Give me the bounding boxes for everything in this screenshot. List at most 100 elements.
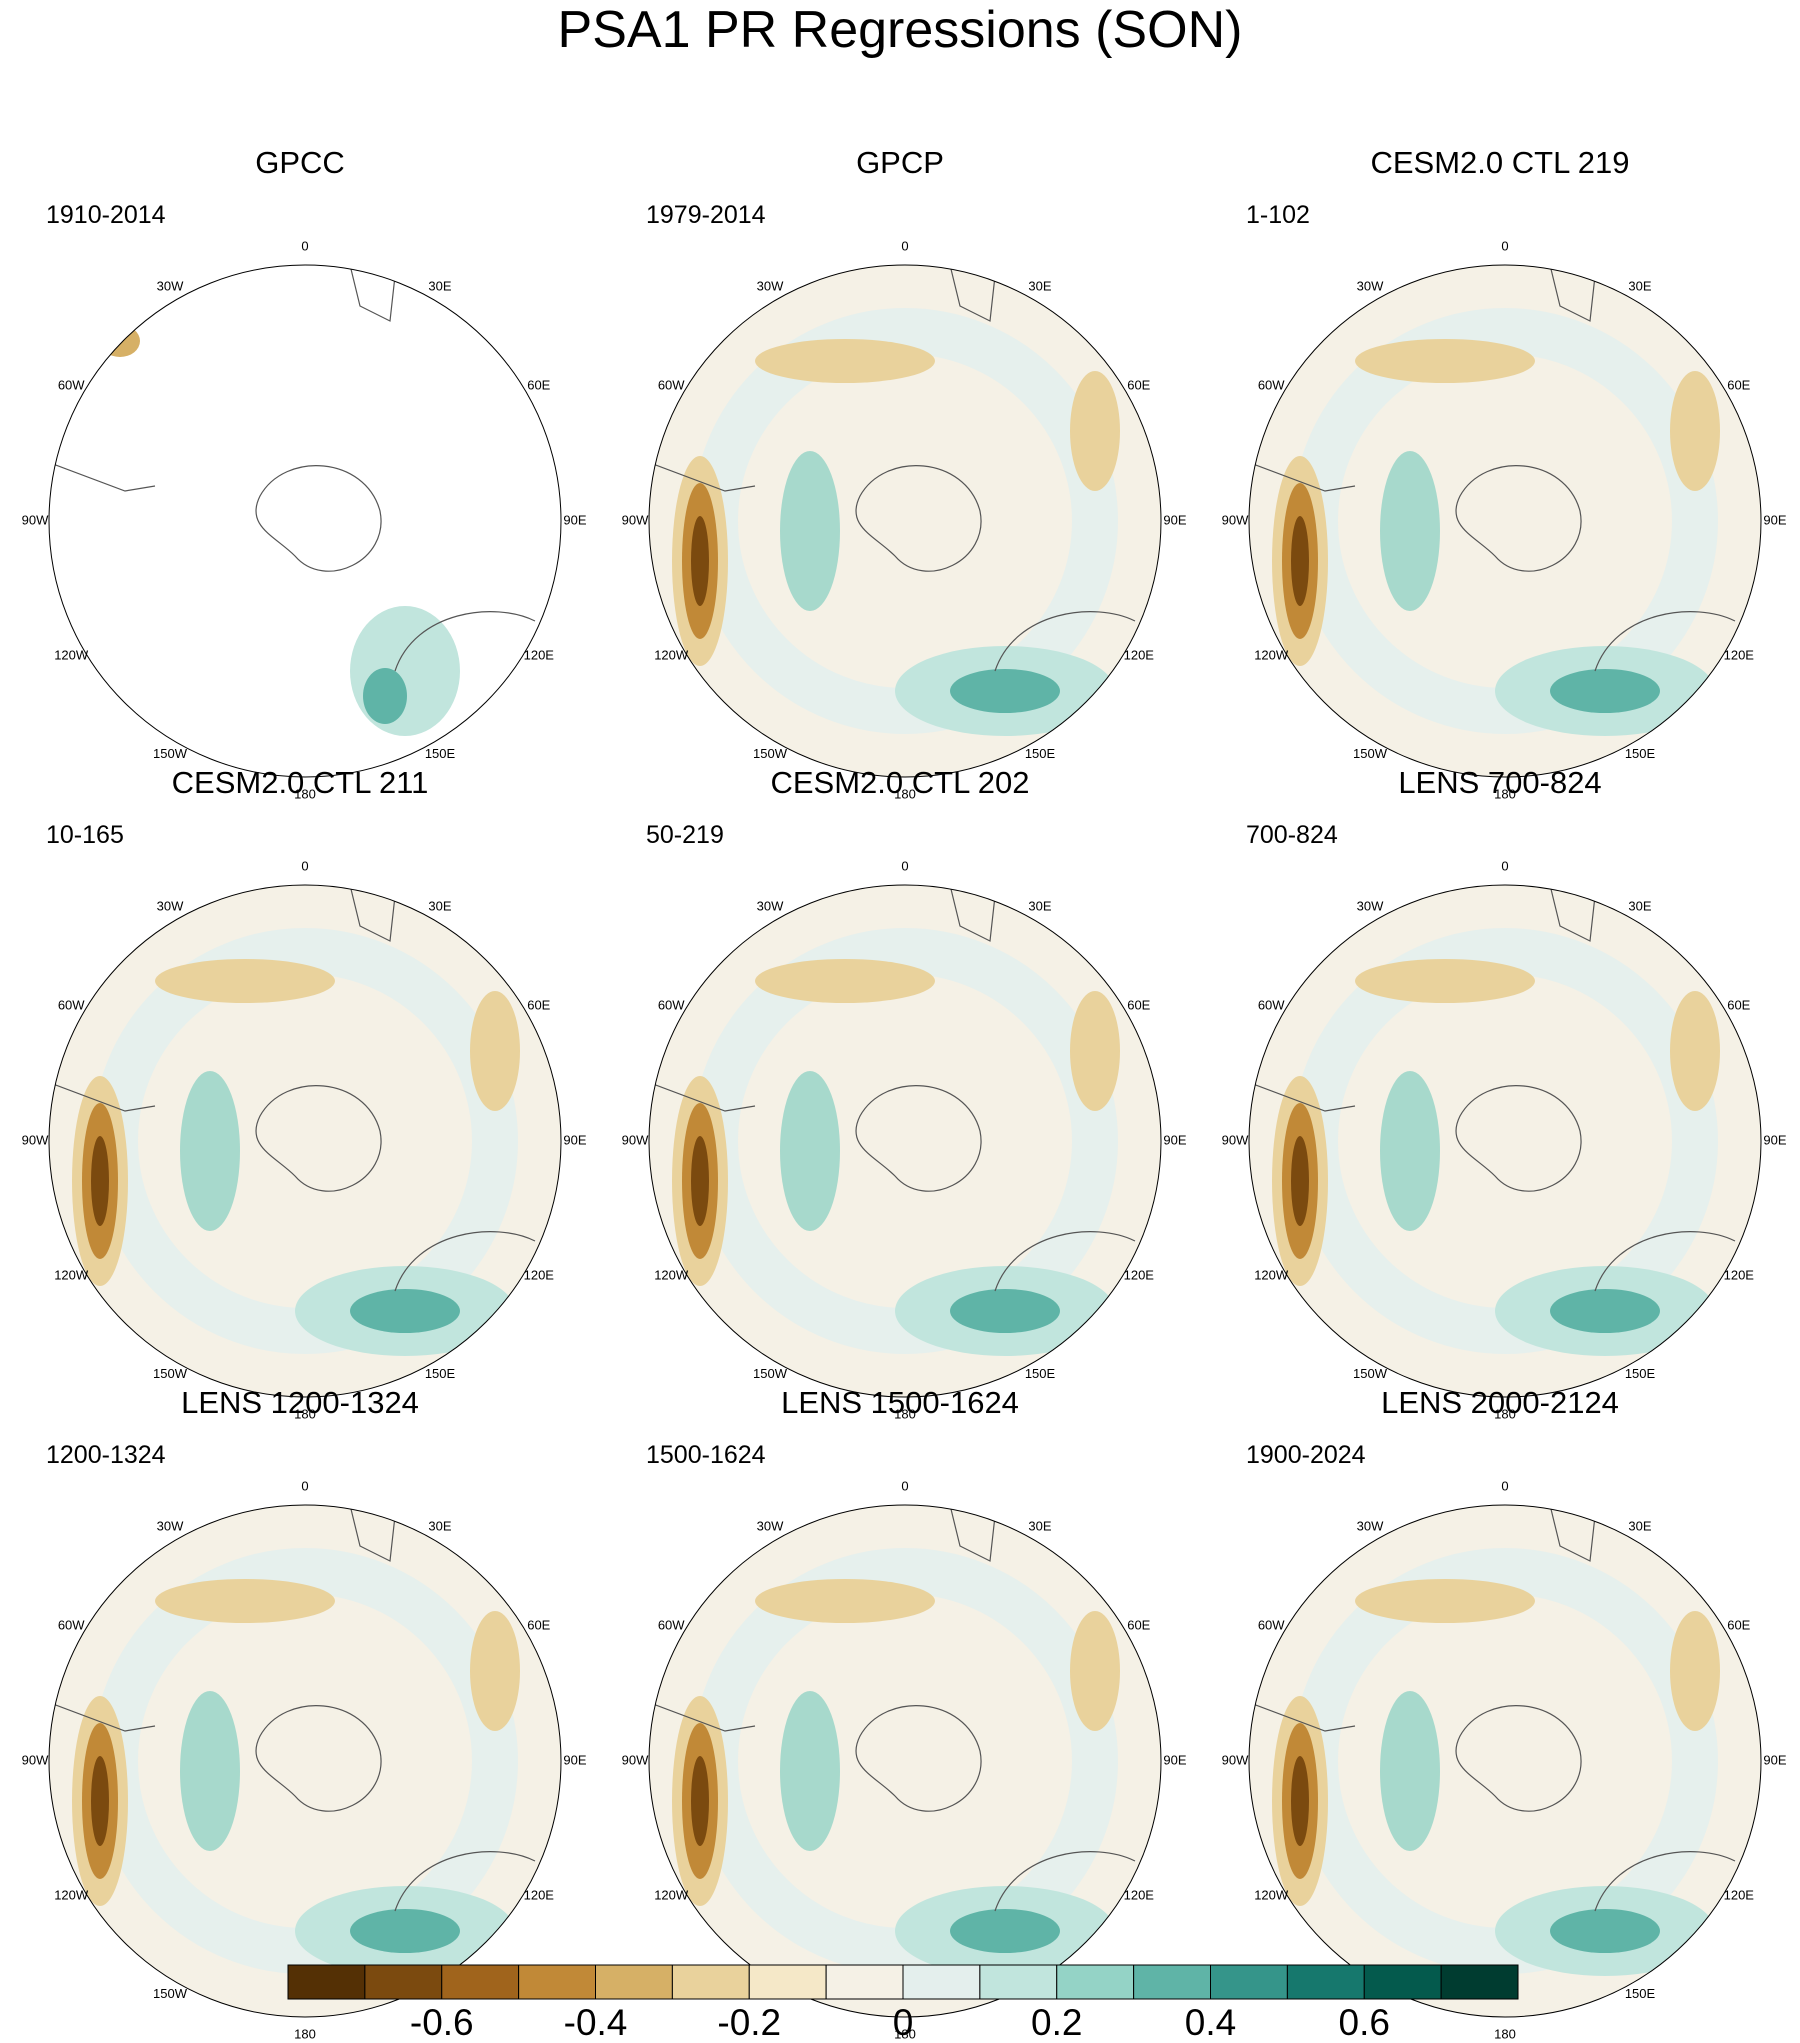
- panel-period: 1979-2014: [646, 201, 766, 229]
- longitude-label: 60W: [58, 377, 85, 392]
- colorbar-swatch: [364, 1964, 443, 2000]
- longitude-label: 180: [294, 2026, 316, 2041]
- map-panel: 0 30E 60E 90E 120E 150E 180 150W 120W 90W 60W 30W LE…: [0, 1295, 600, 2041]
- longitude-label: 30E: [1628, 899, 1651, 914]
- longitude-label: 30E: [1628, 1519, 1651, 1534]
- longitude-label: 30E: [1028, 899, 1051, 914]
- longitude-label: 180: [294, 786, 316, 801]
- longitude-label: 0: [901, 238, 908, 253]
- longitude-label: 120W: [1254, 1267, 1289, 1282]
- longitude-label: 180: [894, 2026, 916, 2041]
- panel-period: 1910-2014: [46, 201, 166, 229]
- colorbar-swatch: [287, 1964, 366, 2000]
- longitude-label: 120E: [1724, 1267, 1755, 1282]
- map-panel: 0 30E 60E 90E 120E 150E 180 150W 120W 90W 60W 30W LE…: [1200, 675, 1800, 1421]
- longitude-label: 30W: [757, 899, 784, 914]
- longitude-label: 90W: [622, 1752, 649, 1767]
- map-panel: 0 30E 60E 90E 120E 150E 180 150W 120W 90W 60W 30W GP…: [0, 55, 600, 801]
- longitude-label: 150W: [753, 1366, 788, 1381]
- longitude-label: 60W: [58, 997, 85, 1012]
- map-panel: 0 30E 60E 90E 120E 150E 180 150W 120W 90W 60W 30W CE…: [600, 675, 1200, 1421]
- longitude-label: 120E: [1124, 647, 1155, 662]
- longitude-label: 90E: [563, 1132, 586, 1147]
- longitude-label: 60W: [58, 1617, 85, 1632]
- colorbar-label: -0.6: [409, 2002, 474, 2043]
- longitude-label: 120E: [524, 1267, 555, 1282]
- longitude-label: 30E: [428, 1519, 451, 1534]
- longitude-label: 90E: [1763, 512, 1786, 527]
- longitude-label: 30W: [757, 1519, 784, 1534]
- precip-field: [49, 1505, 561, 2017]
- longitude-label: 90E: [563, 512, 586, 527]
- panel-period: 1900-2024: [1246, 1441, 1366, 1469]
- longitude-label: 120W: [54, 1267, 89, 1282]
- longitude-label: 120W: [1254, 1887, 1289, 1902]
- panel-title: CESM2.0 CTL 202: [770, 765, 1030, 800]
- panel-title: LENS 1500-1624: [781, 1385, 1019, 1420]
- longitude-label: 30E: [1628, 279, 1651, 294]
- longitude-label: 30W: [1357, 1519, 1384, 1534]
- colorbar-swatch: [595, 1964, 673, 2000]
- longitude-label: 60W: [1258, 1617, 1285, 1632]
- precip-field: [49, 885, 561, 1397]
- longitude-label: 60E: [1727, 997, 1750, 1012]
- longitude-label: 60E: [527, 377, 550, 392]
- longitude-label: 30E: [1028, 279, 1051, 294]
- precip-field: [649, 1505, 1161, 2017]
- precip-field: [1249, 885, 1761, 1397]
- colorbar-label: 0.4: [1184, 2002, 1237, 2043]
- figure-title: PSA1 PR Regressions (SON): [557, 1, 1243, 59]
- longitude-label: 90E: [1163, 512, 1186, 527]
- colorbar-label: -0.4: [563, 2002, 628, 2043]
- longitude-label: 0: [1501, 1478, 1508, 1493]
- panel-title: GPCP: [856, 145, 944, 180]
- longitude-label: 90W: [1222, 512, 1249, 527]
- longitude-label: 120W: [1254, 647, 1289, 662]
- longitude-label: 150W: [153, 746, 188, 761]
- longitude-label: 0: [901, 858, 908, 873]
- colorbar-label: 0.6: [1338, 2002, 1390, 2043]
- longitude-label: 180: [894, 786, 916, 801]
- longitude-label: 90W: [22, 1752, 49, 1767]
- longitude-label: 180: [1494, 1406, 1516, 1421]
- longitude-label: 120E: [524, 647, 555, 662]
- panel-period: 1500-1624: [646, 1441, 766, 1469]
- longitude-label: 120E: [1124, 1887, 1155, 1902]
- map-panel: 0 30E 60E 90E 120E 150E 180 150W 120W 90W 60W 30W LE…: [600, 1295, 1200, 2041]
- longitude-label: 120W: [54, 1887, 89, 1902]
- panel-title: CESM2.0 CTL 219: [1370, 145, 1630, 180]
- longitude-label: 90W: [1222, 1132, 1249, 1147]
- longitude-label: 150W: [153, 1986, 188, 2001]
- longitude-label: 90E: [1163, 1132, 1186, 1147]
- longitude-label: 120W: [54, 647, 89, 662]
- longitude-label: 180: [894, 1406, 916, 1421]
- longitude-label: 60W: [658, 1617, 685, 1632]
- longitude-label: 150W: [1353, 1366, 1388, 1381]
- longitude-label: 0: [1501, 238, 1508, 253]
- colorbar-swatch: [1133, 1964, 1212, 2000]
- longitude-label: 0: [301, 238, 308, 253]
- panel-title: LENS 700-824: [1398, 765, 1602, 800]
- colorbar: [287, 1964, 1519, 2000]
- longitude-label: 30E: [428, 279, 451, 294]
- panel-period: 700-824: [1246, 821, 1338, 849]
- map-panel: 0 30E 60E 90E 120E 150E 180 150W 120W 90W 60W 30W CE…: [0, 675, 600, 1421]
- longitude-label: 150E: [1025, 1366, 1056, 1381]
- longitude-label: 90E: [563, 1752, 586, 1767]
- longitude-label: 120W: [654, 1887, 689, 1902]
- longitude-label: 60E: [1127, 377, 1150, 392]
- longitude-label: 30E: [1028, 1519, 1051, 1534]
- longitude-label: 90W: [22, 1132, 49, 1147]
- longitude-label: 120W: [654, 647, 689, 662]
- map-panel: 0 30E 60E 90E 120E 150E 180 150W 120W 90W 60W 30W GP…: [600, 55, 1200, 801]
- colorbar-label: 0.2: [1031, 2002, 1083, 2043]
- longitude-label: 150E: [1625, 1986, 1656, 2001]
- longitude-label: 180: [1494, 2026, 1516, 2041]
- colorbar-swatch: [671, 1964, 750, 2000]
- colorbar-swatch: [441, 1964, 520, 2000]
